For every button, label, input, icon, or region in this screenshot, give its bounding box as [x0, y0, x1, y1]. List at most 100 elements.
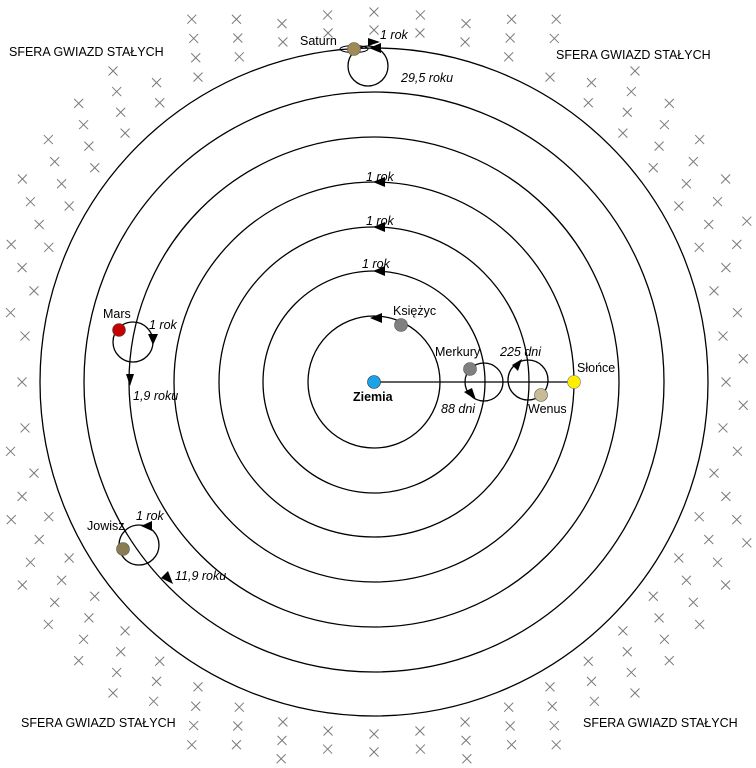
star-cross — [712, 557, 723, 568]
star-cross — [731, 514, 742, 525]
star-cross — [506, 14, 517, 25]
star-cross — [630, 66, 640, 76]
star-cross — [712, 196, 723, 207]
star-cross — [545, 72, 555, 83]
star-cross — [49, 156, 60, 167]
star-cross — [56, 575, 67, 586]
star-cross — [505, 33, 516, 43]
star-cross — [551, 14, 562, 25]
labels: SFERA GWIAZD STAŁYCH SFERA GWIAZD STAŁYC… — [9, 28, 738, 730]
star-cross — [503, 51, 514, 62]
star-cross — [630, 688, 640, 698]
epicycle-venus — [507, 359, 549, 401]
star-cross — [190, 701, 201, 712]
moon-dot — [394, 318, 408, 332]
star-cross — [622, 646, 633, 657]
star-cross — [618, 128, 628, 138]
star-cross — [648, 162, 659, 173]
epicycles — [112, 45, 549, 566]
star-cross — [64, 553, 75, 563]
saturn-period-label: 29,5 roku — [400, 71, 453, 85]
star-cross — [29, 286, 39, 296]
star-cross — [231, 14, 242, 25]
star-cross — [322, 10, 333, 20]
sphere-label-top-left: SFERA GWIAZD STAŁYCH — [9, 45, 164, 59]
star-cross — [626, 667, 637, 678]
star-cross — [6, 239, 17, 250]
star-cross — [369, 25, 379, 35]
star-cross — [276, 753, 286, 764]
arrow-moon-orbit — [370, 313, 382, 323]
star-cross — [694, 511, 705, 522]
star-cross — [73, 655, 84, 666]
star-cross — [681, 178, 692, 189]
star-cross — [694, 619, 705, 630]
star-cross — [20, 331, 30, 341]
sun-dot — [567, 375, 581, 389]
venus-period-label: 1 rok — [366, 170, 395, 184]
mercury-dot — [463, 362, 477, 376]
star-cross — [673, 553, 684, 563]
star-cross — [461, 18, 471, 29]
star-cross — [232, 33, 243, 43]
star-cross — [64, 201, 75, 211]
star-cross — [193, 681, 203, 692]
star-cross — [547, 701, 558, 712]
star-cross — [694, 134, 705, 145]
star-cross — [720, 580, 731, 590]
star-cross — [688, 156, 699, 167]
star-cross — [461, 735, 471, 746]
star-cross — [234, 702, 245, 713]
arrow-sun-orbit — [373, 177, 385, 187]
jupiter-dot — [116, 542, 130, 556]
star-cross — [148, 696, 159, 707]
star-cross — [718, 423, 728, 433]
star-cross — [234, 51, 245, 62]
mars-epicycle-label: 1 rok — [149, 318, 178, 332]
star-cross — [277, 18, 287, 29]
star-cross — [462, 753, 472, 764]
star-cross — [5, 307, 16, 318]
saturn-label: Saturn — [300, 34, 337, 48]
star-cross — [721, 491, 731, 502]
star-cross — [549, 33, 560, 44]
star-cross — [188, 720, 199, 731]
star-cross — [664, 98, 675, 109]
star-cross — [25, 196, 36, 207]
venus-epicycle-label: 225 dni — [499, 345, 542, 359]
star-cross — [278, 37, 288, 47]
star-cross — [108, 688, 118, 698]
star-cross — [193, 72, 203, 83]
orbit-jupiter — [83, 91, 665, 673]
mercury-period-label: 1 rok — [366, 214, 395, 228]
star-cross — [721, 377, 731, 387]
sphere-label-top-right: SFERA GWIAZD STAŁYCH — [556, 48, 711, 62]
jupiter-epicycle-label: 1 rok — [136, 509, 165, 523]
star-cross — [664, 655, 675, 666]
celestial-bodies — [112, 42, 581, 556]
star-cross — [718, 331, 728, 341]
venus-label: Wenus — [528, 402, 567, 416]
star-cross — [78, 634, 89, 645]
star-cross — [732, 446, 743, 457]
star-cross — [25, 557, 36, 568]
star-cross — [322, 744, 333, 754]
star-cross — [654, 612, 664, 623]
star-cross — [231, 739, 242, 750]
star-cross — [6, 514, 17, 525]
fixed-stars-sphere — [5, 7, 752, 764]
star-cross — [369, 729, 379, 739]
earth-dot — [367, 375, 381, 389]
star-cross — [738, 353, 749, 364]
star-cross — [415, 744, 426, 754]
arrow-saturn-epicycle — [368, 38, 380, 46]
star-cross — [154, 656, 165, 667]
saturn-epicycle-label: 1 rok — [380, 28, 409, 42]
star-cross — [622, 107, 633, 118]
mars-dot — [112, 323, 126, 337]
star-cross — [415, 28, 425, 38]
star-cross — [460, 37, 470, 47]
star-cross — [732, 307, 743, 318]
star-cross — [586, 77, 597, 88]
